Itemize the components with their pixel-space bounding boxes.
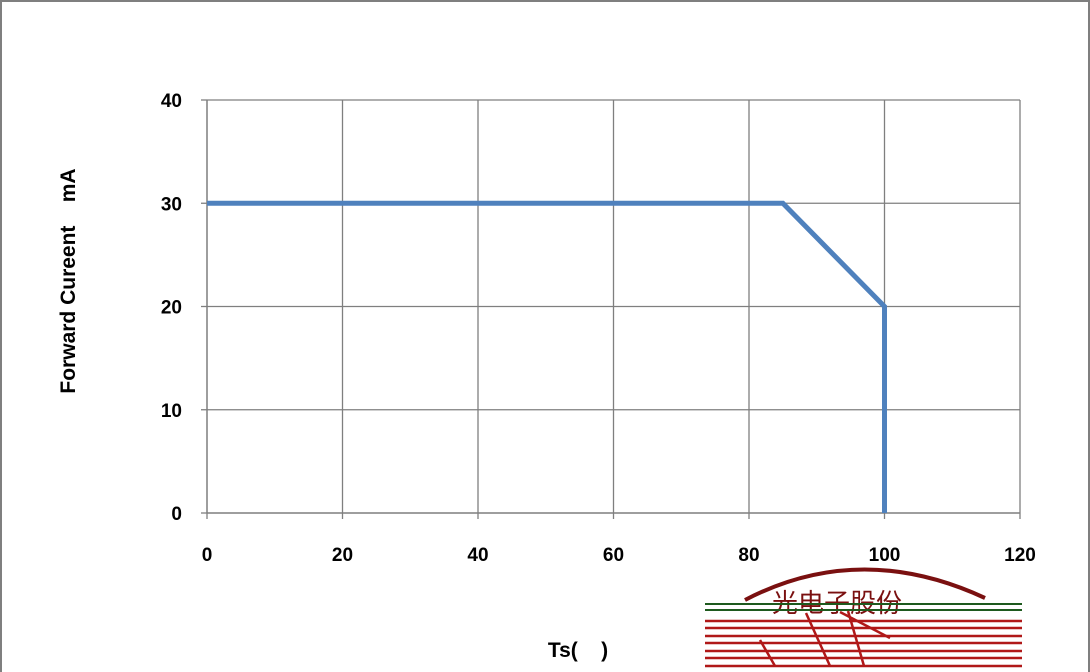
y-tick-label: 40 [161,91,182,112]
x-tick-label: 20 [332,545,353,566]
y-tick-label: 10 [161,401,182,422]
y-axis-title: Forward Cureent mA [57,168,80,393]
y-tick-label: 30 [161,194,182,215]
x-tick-label: 80 [738,545,759,566]
gridlines [207,99,1021,513]
y-tick-label: 20 [161,298,182,319]
x-tick-label: 40 [467,545,488,566]
x-tick-label: 120 [1004,545,1036,566]
x-tick-label: 60 [603,545,624,566]
axes [201,99,1021,519]
y-tick-label: 0 [171,504,182,525]
x-tick-label: 0 [202,545,213,566]
company-seal: 光电子股份 [705,567,1022,668]
series-lines [207,200,887,513]
x-tick-label: 100 [869,545,901,566]
x-axis-title: Ts( ) [548,639,608,662]
series-line [207,200,887,513]
tick-labels: 0 10 20 30 40 0 20 40 60 80 100 120 [161,91,1036,566]
